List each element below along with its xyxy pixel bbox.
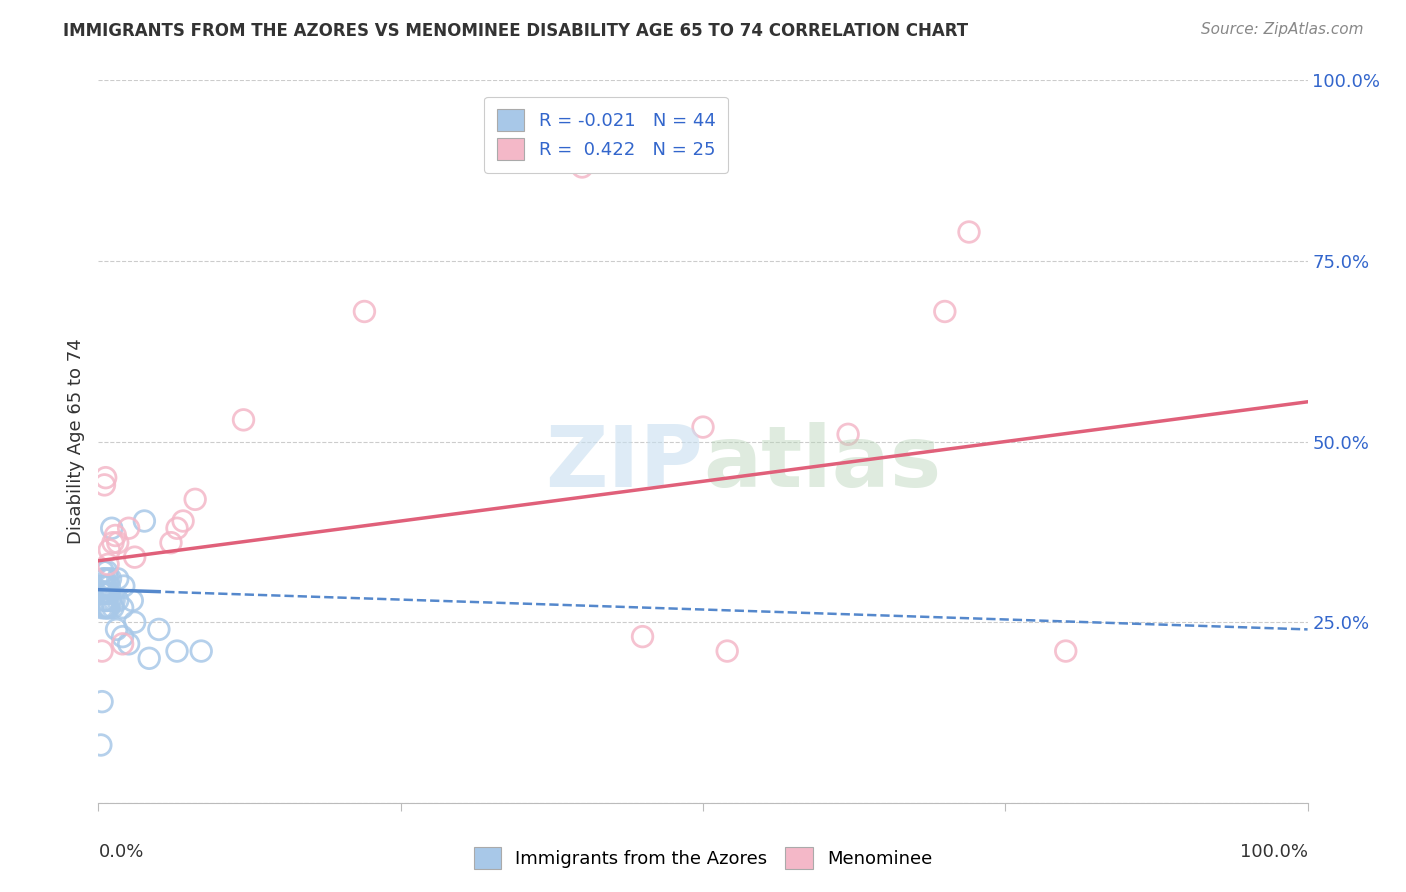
Point [100,572,122,586]
Point [111,600,134,615]
Point [112,579,135,593]
Point [96,593,118,607]
Point [138,651,160,665]
Point [104,528,127,542]
Point [98,579,121,593]
Point [98,542,121,557]
Point [103,593,125,607]
Text: 100.0%: 100.0% [1240,843,1308,861]
Point [94,600,117,615]
Text: 0.0%: 0.0% [98,843,143,861]
Point [96,600,118,615]
Point [90,738,112,752]
Point [91,579,114,593]
Point [91,572,114,586]
Point [160,535,183,549]
Point [93,593,115,607]
Point [172,514,194,528]
Point [107,593,129,607]
Point [100,521,122,535]
Text: IMMIGRANTS FROM THE AZORES VS MENOMINEE DISABILITY AGE 65 TO 74 CORRELATION CHAR: IMMIGRANTS FROM THE AZORES VS MENOMINEE … [63,22,969,40]
Point [94,470,117,484]
Point [148,623,170,637]
Point [166,521,188,535]
Point [631,630,654,644]
Point [97,558,120,572]
Point [98,586,121,600]
Point [107,572,129,586]
Point [124,550,146,565]
Y-axis label: Disability Age 65 to 74: Disability Age 65 to 74 [66,339,84,544]
Point [716,644,738,658]
Point [97,600,120,615]
Point [118,637,141,651]
Point [353,304,375,318]
Point [101,535,124,549]
Point [91,586,114,600]
Point [96,565,118,579]
Point [93,572,115,586]
Point [232,413,254,427]
Point [101,600,124,615]
Legend: Immigrants from the Azores, Menominee: Immigrants from the Azores, Menominee [465,838,941,879]
Text: ZIP: ZIP [546,422,703,505]
Point [166,644,188,658]
Point [118,521,141,535]
Text: atlas: atlas [703,422,941,505]
Point [121,593,143,607]
Point [94,579,117,593]
Point [190,644,212,658]
Point [957,225,980,239]
Point [93,600,115,615]
Point [934,304,956,318]
Point [124,615,146,630]
Point [837,427,859,442]
Point [91,586,114,600]
Point [91,695,114,709]
Point [94,586,117,600]
Point [93,586,115,600]
Point [1054,644,1077,658]
Text: Source: ZipAtlas.com: Source: ZipAtlas.com [1201,22,1364,37]
Point [97,586,120,600]
Point [571,160,593,174]
Point [93,478,115,492]
Point [134,514,156,528]
Point [97,572,120,586]
Point [105,623,128,637]
Point [692,420,714,434]
Point [107,535,129,549]
Point [91,565,114,579]
Point [96,579,118,593]
Point [100,593,122,607]
Point [111,630,134,644]
Point [98,600,121,615]
Point [184,492,207,507]
Point [111,637,134,651]
Point [91,644,114,658]
Legend: R = -0.021   N = 44, R =  0.422   N = 25: R = -0.021 N = 44, R = 0.422 N = 25 [485,96,728,173]
Point [91,600,114,615]
